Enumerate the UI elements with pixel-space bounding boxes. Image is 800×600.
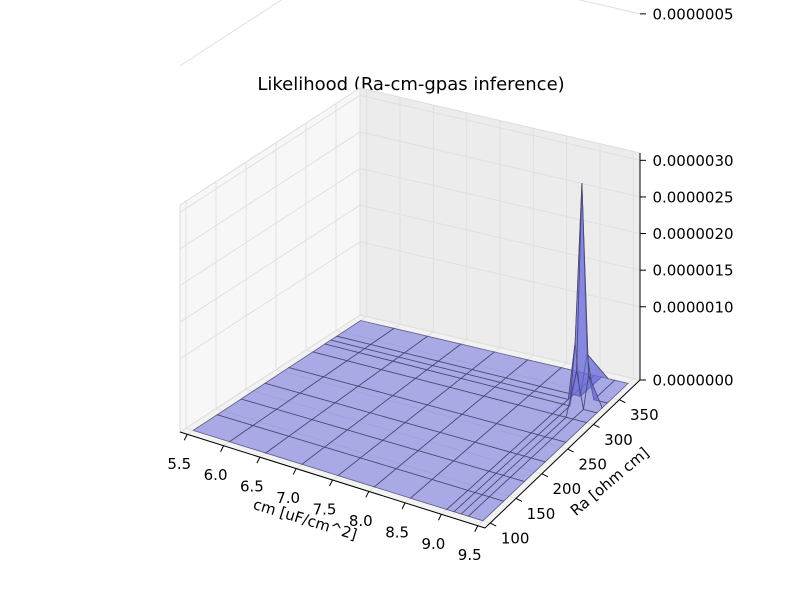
x-tick-label: 7.0 (276, 489, 300, 507)
z-tick-label: 0.0000005 (652, 5, 733, 23)
z-tick-label: 0.0000020 (652, 225, 733, 243)
y-tick (541, 473, 549, 478)
y-tick-label: 200 (553, 480, 582, 498)
x-tick-label: 9.5 (458, 546, 482, 564)
grid-line (179, 204, 361, 323)
grid-line (179, 168, 361, 286)
grid-line (359, 168, 641, 235)
z-tick-label: 0.0000025 (652, 188, 733, 206)
x-tick-label: 8.5 (385, 523, 409, 541)
grid-line (359, 131, 641, 198)
grid-line (359, 204, 641, 271)
y-tick-label: 150 (527, 505, 556, 523)
grid-line (179, 0, 283, 67)
y-tick-label: 300 (604, 431, 633, 449)
y-tick-label: 350 (630, 406, 659, 424)
y-tick (619, 399, 626, 404)
x-tick-label: 8.0 (349, 512, 373, 530)
x-tick (437, 514, 442, 521)
x-tick (292, 468, 297, 475)
surface-cell (467, 496, 505, 522)
x-tick-label: 5.5 (167, 455, 191, 473)
x-axis-label: cm [uF/cm^2] (251, 495, 359, 544)
y-tick (489, 522, 497, 527)
z-tick-label: 0.0000015 (652, 262, 733, 280)
x-tick (183, 434, 188, 441)
x-tick (329, 479, 333, 487)
x-tick (365, 491, 370, 498)
grid-line (359, 241, 641, 308)
grid-line (179, 241, 361, 360)
grid-line (578, 0, 641, 15)
x-tick-label: 6.0 (204, 466, 228, 484)
y-tick (593, 423, 600, 428)
x-tick (401, 502, 406, 510)
z-tick-label: 0.0000000 (652, 372, 733, 390)
chart-title: Likelihood (Ra-cm-gpas inference) (257, 74, 564, 95)
axis-line (179, 431, 486, 529)
x-tick (474, 525, 479, 532)
x-tick (256, 456, 261, 464)
z-tick-label: 0.0000010 (652, 298, 733, 316)
x-tick-label: 7.5 (313, 501, 337, 519)
x-tick-label: 6.5 (240, 478, 264, 496)
y-tick-label: 100 (501, 530, 530, 548)
grid-line (179, 94, 361, 213)
y-tick (515, 497, 523, 502)
axis-line (484, 379, 641, 529)
z-tick-label: 0.0000030 (652, 152, 733, 170)
y-tick-label: 250 (578, 456, 607, 474)
y-tick (567, 448, 574, 453)
grid-line (359, 94, 641, 161)
x-tick-label: 9.0 (421, 535, 445, 553)
x-tick (220, 445, 225, 452)
grid-line (179, 131, 361, 250)
grid-line (179, 314, 361, 433)
